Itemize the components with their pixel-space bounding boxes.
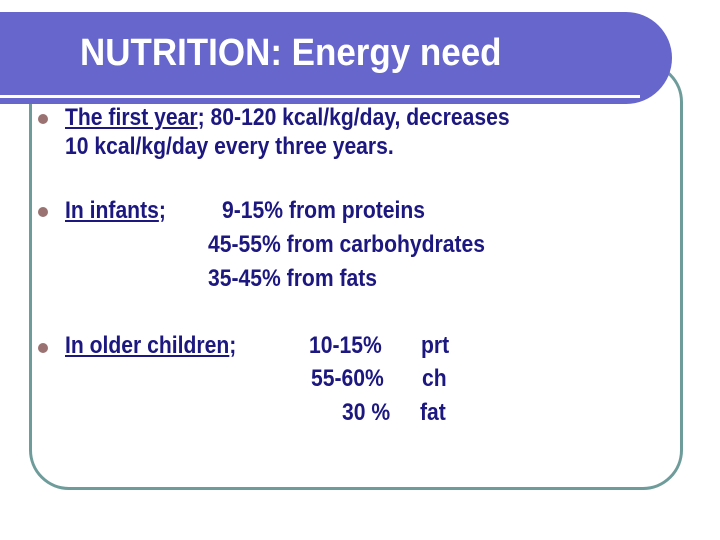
- title-divider: [0, 95, 640, 98]
- bullet-text: ;: [229, 332, 237, 359]
- bullet-icon: [38, 114, 48, 124]
- infant-line: 45-55% from carbohydrates: [208, 231, 486, 258]
- bullet-continuation: 10 kcal/kg/day every three years.: [65, 133, 394, 160]
- bullet-icon: [38, 207, 48, 217]
- bullet-heading: The first year: [65, 104, 198, 131]
- infant-line: 9-15% from proteins: [222, 197, 426, 224]
- bullet-infants: In infants;: [65, 198, 166, 224]
- older-pct: 55-60%: [311, 365, 384, 392]
- bullet-text: ;: [158, 197, 166, 224]
- older-pct: 10-15%: [309, 332, 382, 359]
- infant-line: 35-45% from fats: [208, 265, 378, 292]
- older-label: ch: [422, 365, 447, 392]
- older-pct: 30 %: [342, 399, 391, 426]
- bullet-text: ; 80-120 kcal/kg/day, decreases: [197, 104, 510, 131]
- bullet-icon: [38, 343, 48, 353]
- bullet-heading: In infants: [65, 197, 159, 224]
- bullet-first-year: The first year; 80-120 kcal/kg/day, decr…: [65, 105, 510, 131]
- older-label: fat: [420, 399, 446, 426]
- bullet-heading: In older children: [65, 332, 230, 359]
- slide-title: NUTRITION: Energy need: [80, 32, 502, 74]
- bullet-older-children: In older children;: [65, 333, 236, 359]
- older-label: prt: [421, 332, 450, 359]
- title-banner: [0, 12, 672, 104]
